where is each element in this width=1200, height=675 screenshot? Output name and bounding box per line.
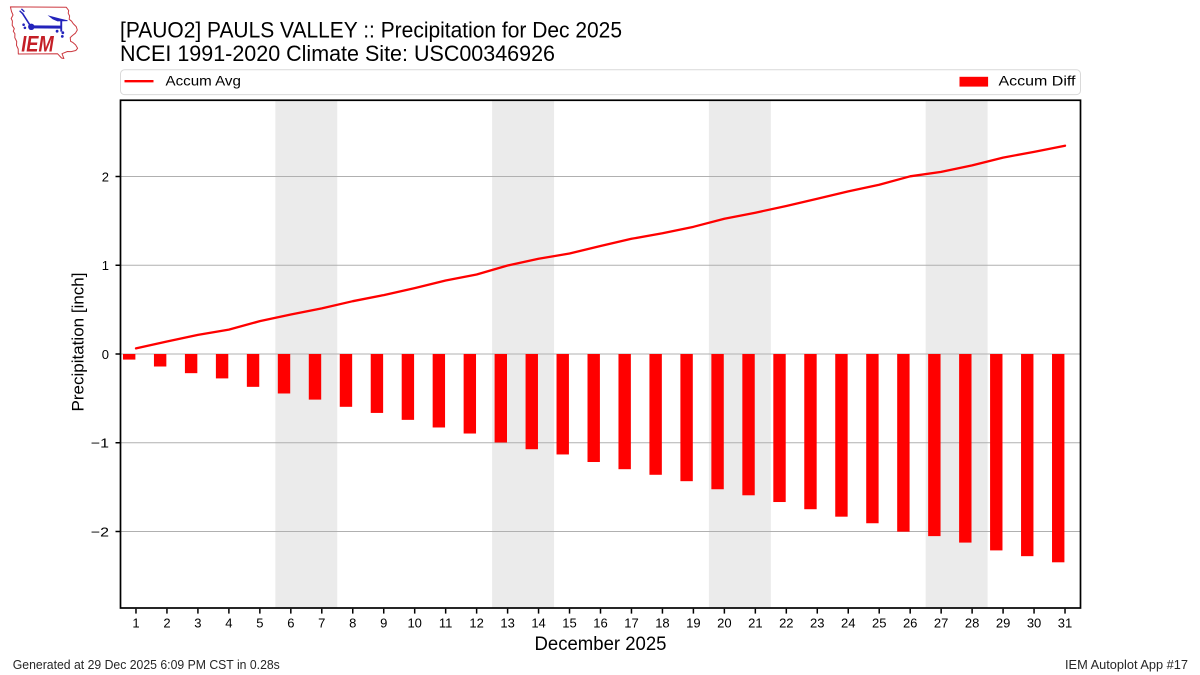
svg-text:16: 16 [593, 616, 607, 631]
svg-text:−2: −2 [91, 524, 109, 539]
svg-text:31: 31 [1058, 616, 1072, 631]
svg-text:19: 19 [686, 616, 700, 631]
svg-text:2: 2 [163, 616, 170, 631]
svg-text:28: 28 [965, 616, 979, 631]
svg-text:−1: −1 [91, 436, 109, 451]
svg-text:17: 17 [624, 616, 638, 631]
svg-text:20: 20 [717, 616, 731, 631]
svg-text:1: 1 [132, 616, 139, 631]
svg-text:11: 11 [439, 616, 453, 631]
svg-text:IEM: IEM [21, 32, 54, 57]
svg-text:26: 26 [903, 616, 917, 631]
svg-text:21: 21 [748, 616, 762, 631]
svg-text:30: 30 [1027, 616, 1041, 631]
svg-text:IEM Autoplot App #17: IEM Autoplot App #17 [1065, 657, 1188, 672]
svg-text:Precipitation [inch]: Precipitation [inch] [69, 273, 88, 412]
svg-text:Accum Diff: Accum Diff [999, 73, 1076, 89]
svg-text:13: 13 [500, 616, 514, 631]
svg-text:Accum Avg: Accum Avg [166, 73, 241, 89]
svg-text:12: 12 [469, 616, 483, 631]
svg-text:22: 22 [779, 616, 793, 631]
svg-text:5: 5 [256, 616, 263, 631]
svg-text:6: 6 [287, 616, 294, 631]
svg-text:25: 25 [872, 616, 886, 631]
svg-text:4: 4 [225, 616, 232, 631]
svg-text:3: 3 [194, 616, 201, 631]
svg-text:7: 7 [318, 616, 325, 631]
svg-text:0: 0 [102, 347, 109, 362]
svg-text:NCEI 1991-2020 Climate Site: U: NCEI 1991-2020 Climate Site: USC00346926 [120, 41, 555, 66]
svg-text:18: 18 [655, 616, 669, 631]
svg-text:14: 14 [531, 616, 545, 631]
svg-text:December 2025: December 2025 [535, 633, 667, 655]
svg-text:24: 24 [841, 616, 855, 631]
svg-text:Generated at 29 Dec 2025 6:09: Generated at 29 Dec 2025 6:09 PM CST in … [13, 657, 280, 672]
svg-text:29: 29 [996, 616, 1010, 631]
svg-text:23: 23 [810, 616, 824, 631]
svg-text:8: 8 [349, 616, 356, 631]
svg-text:1: 1 [102, 258, 109, 273]
svg-text:27: 27 [934, 616, 948, 631]
svg-text:15: 15 [562, 616, 576, 631]
svg-text:2: 2 [102, 169, 109, 184]
svg-text:10: 10 [407, 616, 421, 631]
svg-text:[PAUO2] PAULS VALLEY :: Precip: [PAUO2] PAULS VALLEY :: Precipitation fo… [120, 18, 622, 43]
svg-text:9: 9 [380, 616, 387, 631]
